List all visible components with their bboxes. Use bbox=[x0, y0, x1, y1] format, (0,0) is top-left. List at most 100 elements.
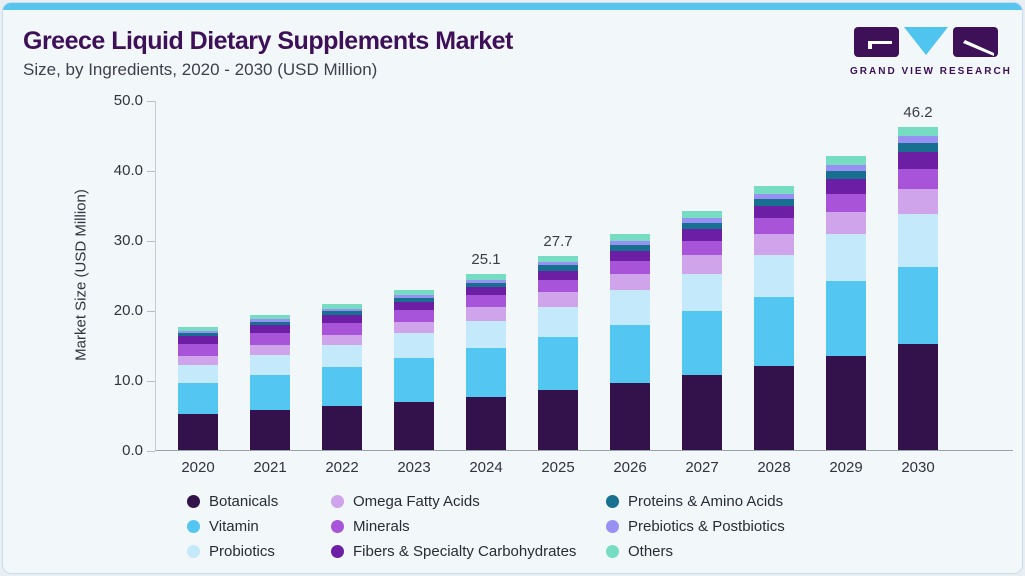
bar-group-2029 bbox=[826, 156, 866, 450]
y-tick-label: 40.0 bbox=[113, 162, 143, 179]
gvr-logo-text: GRAND VIEW RESEARCH bbox=[850, 66, 1012, 77]
bar-segment bbox=[394, 289, 434, 296]
legend-item: Vitamin bbox=[187, 514, 278, 539]
y-tick-label: 20.0 bbox=[113, 302, 143, 319]
bar-segment bbox=[682, 375, 722, 450]
bar-segment bbox=[898, 343, 938, 450]
bar-segment bbox=[466, 396, 506, 450]
bar-segment bbox=[178, 356, 218, 366]
legend-item: Minerals bbox=[331, 514, 576, 539]
bar-segment bbox=[178, 365, 218, 383]
bar-segment bbox=[538, 337, 578, 390]
bar-segment bbox=[610, 234, 650, 242]
bar-segment bbox=[898, 266, 938, 344]
bar-segment bbox=[250, 319, 290, 322]
legend-label: Proteins & Amino Acids bbox=[628, 493, 784, 510]
bar-segment bbox=[898, 136, 938, 143]
bar-segment bbox=[826, 355, 866, 450]
legend-label: Fibers & Specialty Carbohydrates bbox=[353, 543, 577, 560]
legend-item: Prebiotics & Postbiotics bbox=[606, 514, 785, 539]
bar-segment bbox=[322, 314, 362, 324]
bar-segment bbox=[250, 333, 290, 346]
bar-group-2025 bbox=[538, 256, 578, 450]
bar-segment bbox=[610, 274, 650, 291]
bar-segment bbox=[682, 228, 722, 241]
bar-segment bbox=[682, 218, 722, 223]
bar-segment bbox=[250, 375, 290, 411]
bar-segment bbox=[538, 270, 578, 280]
bar-segment bbox=[898, 168, 938, 189]
bar-segment bbox=[178, 382, 218, 415]
bar-segment bbox=[754, 218, 794, 235]
bar-segment bbox=[826, 281, 866, 356]
legend-dot-icon bbox=[187, 520, 200, 533]
bar-segment bbox=[754, 205, 794, 219]
x-tick-label: 2022 bbox=[325, 459, 359, 476]
legend-dot-icon bbox=[606, 520, 619, 533]
bar-segment bbox=[826, 179, 866, 194]
bar-segment bbox=[898, 142, 938, 152]
bar-group-2021 bbox=[250, 314, 290, 450]
x-tick-label: 2025 bbox=[541, 459, 575, 476]
bar-segment bbox=[394, 401, 434, 450]
bar-segment bbox=[538, 262, 578, 266]
y-tick-label: 30.0 bbox=[113, 232, 143, 249]
bar-segment bbox=[322, 335, 362, 346]
bar-group-2028 bbox=[754, 186, 794, 450]
legend-label: Vitamin bbox=[209, 518, 259, 535]
y-tick-label: 10.0 bbox=[113, 372, 143, 389]
bar-segment bbox=[178, 331, 218, 334]
legend-column: Proteins & Amino Acids Prebiotics & Postb… bbox=[606, 489, 785, 564]
bar-segment bbox=[610, 261, 650, 275]
bar-segment bbox=[610, 324, 650, 383]
x-tick-label: 2024 bbox=[469, 459, 503, 476]
bar-segment bbox=[322, 345, 362, 368]
x-tick-label: 2029 bbox=[829, 459, 863, 476]
legend-item: Others bbox=[606, 539, 785, 564]
bar-segment bbox=[394, 321, 434, 334]
bar-segment bbox=[322, 308, 362, 312]
bar-segment bbox=[322, 405, 362, 450]
bar-segment bbox=[394, 310, 434, 322]
bar-segment bbox=[826, 156, 866, 166]
bar-group-2027 bbox=[682, 210, 722, 450]
bar-segment bbox=[322, 323, 362, 336]
plot-area: 2020 2021 2022 2023 2024 25.1 2025 27.7 2026 2027… bbox=[155, 101, 1013, 476]
bar-segment bbox=[322, 303, 362, 309]
bar-segment bbox=[322, 367, 362, 406]
x-tick-label: 2028 bbox=[757, 459, 791, 476]
bar-segment bbox=[754, 193, 794, 199]
bar-segment bbox=[754, 366, 794, 450]
bar-segment bbox=[538, 256, 578, 263]
legend-item: Fibers & Specialty Carbohydrates bbox=[331, 539, 576, 564]
bar-segment bbox=[898, 214, 938, 267]
bar-segment bbox=[538, 265, 578, 271]
bar-segment bbox=[682, 210, 722, 219]
bar-segment bbox=[466, 294, 506, 308]
y-tick-mark bbox=[147, 241, 155, 242]
x-tick-label: 2020 bbox=[181, 459, 215, 476]
bar-segment bbox=[466, 274, 506, 280]
bar-segment bbox=[610, 382, 650, 450]
x-tick-label: 2023 bbox=[397, 459, 431, 476]
legend-dot-icon bbox=[331, 545, 344, 558]
x-tick-label: 2026 bbox=[613, 459, 647, 476]
gvr-logo-icon bbox=[854, 27, 998, 57]
stacked-bar-chart: Market Size (USD Million) 2020 2021 2022 20… bbox=[3, 3, 1022, 573]
bar-segment bbox=[826, 165, 866, 171]
bar-segment bbox=[466, 347, 506, 397]
bar-segment bbox=[250, 410, 290, 450]
legend-label: Others bbox=[628, 543, 674, 560]
bar-segment bbox=[394, 297, 434, 302]
bar-segment bbox=[178, 335, 218, 345]
chart-legend: Botanicals Vitamin Probiotics Omega Fatty A… bbox=[187, 489, 1012, 569]
y-tick-label: 50.0 bbox=[113, 92, 143, 109]
top-accent-bar bbox=[3, 3, 1022, 10]
y-tick-mark bbox=[147, 451, 155, 452]
y-tick-mark bbox=[147, 171, 155, 172]
bar-segment bbox=[466, 307, 506, 321]
page-subtitle: Size, by Ingredients, 2020 - 2030 (USD M… bbox=[23, 60, 378, 79]
legend-dot-icon bbox=[187, 495, 200, 508]
legend-dot-icon bbox=[331, 520, 344, 533]
